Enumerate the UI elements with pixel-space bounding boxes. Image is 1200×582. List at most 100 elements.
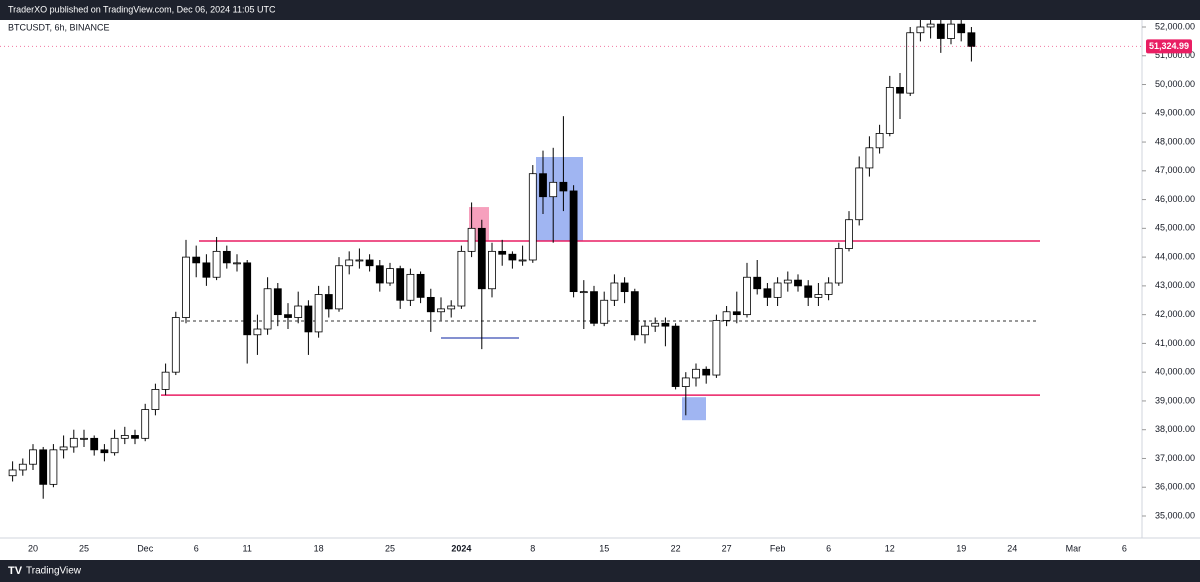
candle-body [90,437,99,451]
candle-body [936,23,945,39]
candle-body [579,291,588,294]
x-tick-label: 24 [1007,543,1017,553]
candle-body [18,463,27,471]
candle-body [845,219,853,249]
candle-body [437,308,445,313]
candle-body [651,322,660,327]
candle-body [630,291,639,336]
candle-body [528,173,537,261]
x-tick-label: 11 [243,543,252,553]
x-tick-label: 20 [28,543,38,553]
candle-body [885,86,894,134]
candle-body [49,449,58,485]
candle-body [426,296,435,313]
y-tick-label: 39,000.00 [1155,395,1195,405]
y-tick-label: 36,000.00 [1155,482,1195,492]
candle-body [743,276,751,316]
candle-body [824,282,833,295]
candle-body [294,305,303,318]
y-tick-label: 51,000.00 [1155,50,1195,60]
y-tick-label: 42,000.00 [1155,309,1195,319]
candle-body [498,250,507,255]
candle-body [896,86,904,94]
candle-body [263,288,272,330]
candle-body [875,133,884,149]
candle-body [773,282,782,298]
candle-body [59,446,68,451]
candle-body [192,256,201,264]
x-tick-label: 12 [885,543,895,553]
candle-body [855,167,864,221]
candle-body [518,259,527,262]
candle-body [681,377,690,387]
candle-body [488,250,496,290]
y-tick-label: 47,000.00 [1155,165,1195,175]
candle-body [141,409,150,439]
candle-body [80,437,88,440]
candle-body [814,294,823,298]
x-tick-label: Feb [770,543,786,553]
zone [682,397,706,421]
x-tick-label: 27 [722,543,732,553]
candle-body [641,325,649,336]
candle-body [8,469,17,477]
y-tick-label: 46,000.00 [1155,194,1195,204]
candle-body [569,190,578,293]
x-tick-label: 22 [671,543,681,553]
y-tick-label: 35,000.00 [1155,510,1195,520]
candle-body [100,449,109,454]
candle-body [345,259,354,267]
candle-body [539,173,547,198]
last-price-badge [1146,39,1192,54]
candle-body [559,181,568,192]
y-tick-label: 38,000.00 [1155,424,1195,434]
candle-body [620,282,629,293]
candle-body [386,268,394,284]
candle-body [131,435,139,439]
top-bar [0,0,1200,20]
x-tick-label: 8 [530,543,535,553]
candle-body [753,276,762,290]
candle-body [906,32,915,94]
candle-body [549,181,558,198]
candle-body [212,250,221,278]
candle-body [120,435,129,439]
candle-body [273,288,282,316]
candle-body [916,26,925,34]
candle-body [804,285,813,298]
x-tick-label: 6 [826,543,831,553]
y-tick-label: 41,000.00 [1155,338,1195,348]
candle-body [702,368,711,376]
plot [0,20,1142,499]
candle-body [171,317,180,373]
candle-body [39,449,48,485]
y-tick-label: 50,000.00 [1155,79,1195,89]
candle-body [671,325,680,387]
x-tick-label: 15 [599,543,609,553]
candle-body [233,262,241,265]
candle-body [508,253,517,261]
candle-body [661,322,670,327]
candle-body [712,319,721,376]
candle-body [355,259,364,262]
header: TraderXO published on TradingView.com, D… [8,4,276,14]
candle-body [396,268,405,301]
candle-body [692,368,700,379]
candle-body [967,32,976,47]
x-tick-label: 6 [194,543,199,553]
candle-body [957,23,966,34]
y-tick-label: 45,000.00 [1155,223,1195,233]
y-tick-label: 52,000.00 [1155,21,1195,31]
candle-body [763,288,772,298]
candle-body [202,262,211,278]
candle-body [477,227,486,290]
candle-body [304,305,313,333]
candle-body [314,294,323,333]
candle-body [447,305,456,310]
candle-body [182,256,190,318]
candle-body [29,449,37,465]
candle-body [335,265,343,310]
candle-body [253,328,262,336]
candle-body [375,265,384,284]
logo: TV [8,565,23,577]
